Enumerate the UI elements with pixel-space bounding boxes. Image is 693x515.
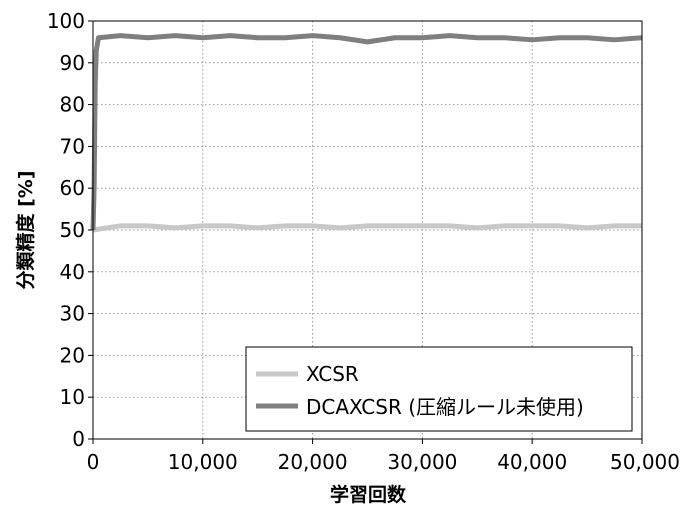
legend-label-dcaxcsr: DCAXCSR (圧縮ルール未使用) xyxy=(306,395,584,419)
x-tick-label: 20,000 xyxy=(278,450,348,474)
y-tick-label: 0 xyxy=(72,427,85,451)
series-line-1 xyxy=(90,33,643,231)
y-axis-title: 分類精度 [%] xyxy=(14,170,37,289)
y-tick-label: 30 xyxy=(60,302,85,326)
legend: XCSR DCAXCSR (圧縮ルール未使用) xyxy=(245,346,633,432)
axis-ticks: 0 10 20 30 40 50 60 70 80 90 100 0 10,000 20,000 30,00… xyxy=(47,9,680,474)
x-tick-label: 50,000 xyxy=(610,450,680,474)
y-tick-label: 100 xyxy=(47,9,85,33)
y-tick-label: 50 xyxy=(60,218,85,242)
y-tick-label: 70 xyxy=(60,134,85,158)
x-tick-label: 30,000 xyxy=(387,450,457,474)
x-tick-label: 10,000 xyxy=(168,450,238,474)
x-tick-label: 0 xyxy=(87,450,100,474)
legend-box xyxy=(245,346,633,432)
y-tick-label: 20 xyxy=(60,343,85,367)
y-tick-label: 80 xyxy=(60,93,85,117)
y-tick-label: 10 xyxy=(60,385,85,409)
legend-label-xcsr: XCSR xyxy=(306,362,359,386)
x-axis-title: 学習回数 xyxy=(330,483,407,506)
y-tick-label: 40 xyxy=(60,260,85,284)
series-lines xyxy=(90,33,643,233)
y-tick-label: 60 xyxy=(60,176,85,200)
x-tick-label: 40,000 xyxy=(497,450,567,474)
y-tick-label: 90 xyxy=(60,51,85,75)
series-line-0 xyxy=(92,223,642,233)
